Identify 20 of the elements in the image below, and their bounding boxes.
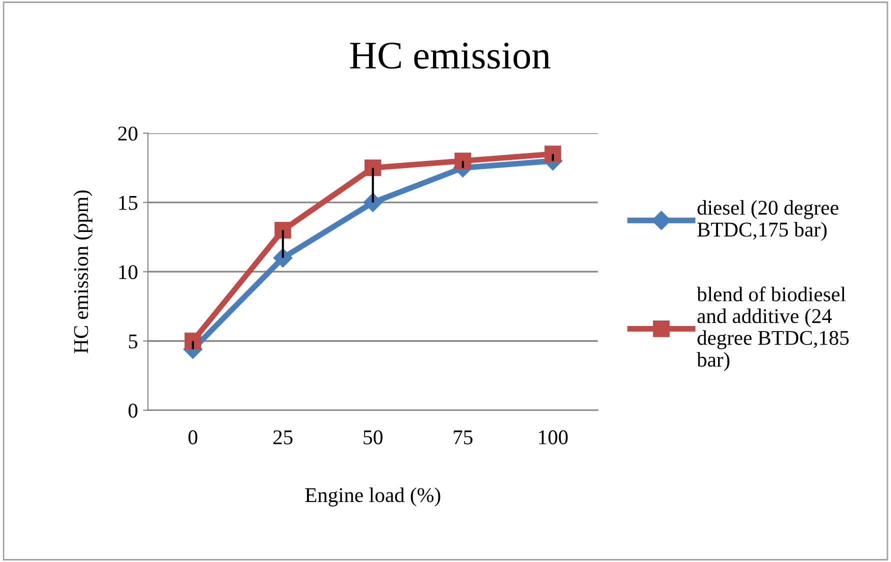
y-tick-label: 20 bbox=[118, 126, 138, 141]
y-axis-title: HC emission (ppm) bbox=[73, 190, 92, 354]
point bbox=[454, 152, 472, 170]
chart-title: HC emission bbox=[350, 42, 550, 69]
x-tick-label: 50 bbox=[364, 430, 383, 444]
y-tick-label: 5 bbox=[128, 334, 138, 348]
x-axis-title: Engine load (%) bbox=[305, 487, 440, 506]
y-tick-label: 10 bbox=[119, 265, 138, 280]
legend-label: blend of biodiesel and additive (24 degree BTDC,185 bar) bbox=[696, 286, 849, 372]
point bbox=[274, 222, 292, 238]
x-tick-label: 75 bbox=[454, 430, 472, 444]
x-tick-label: 25 bbox=[273, 430, 292, 444]
y-tick-label: 15 bbox=[119, 196, 138, 210]
point bbox=[184, 332, 202, 350]
x-tick-label: 0 bbox=[188, 430, 198, 444]
legend-label: diesel (20 degree BTDC,175 bar) bbox=[697, 200, 838, 241]
point bbox=[364, 159, 382, 176]
y-tick-label: 0 bbox=[128, 404, 138, 418]
x-tick-label: 100 bbox=[539, 430, 568, 444]
point bbox=[544, 146, 562, 162]
